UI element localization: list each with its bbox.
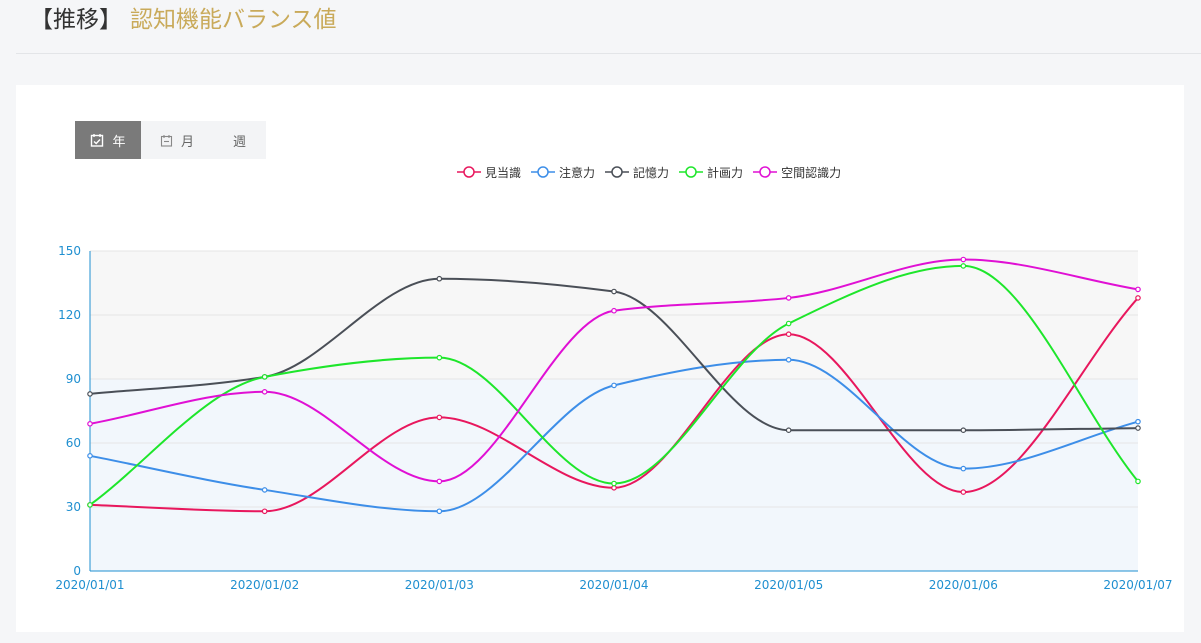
data-point-0-5 bbox=[960, 489, 967, 495]
legend-label: 空間認識力 bbox=[781, 165, 842, 180]
data-point-1-3 bbox=[611, 382, 617, 389]
x-tick-label: 2020/01/04 bbox=[579, 578, 648, 592]
data-point-0-1 bbox=[261, 508, 268, 515]
data-point-1-1 bbox=[261, 487, 268, 493]
x-tick-label: 2020/01/03 bbox=[405, 578, 474, 592]
data-point-4-5 bbox=[960, 256, 967, 263]
tab-month-label: 月 bbox=[180, 134, 194, 150]
data-point-2-5 bbox=[960, 427, 967, 434]
legend-label: 計画力 bbox=[707, 165, 744, 180]
legend-label: 見当識 bbox=[485, 165, 522, 180]
data-point-0-4 bbox=[785, 331, 792, 338]
x-tick-label: 2020/01/01 bbox=[55, 578, 124, 592]
legend-item-1[interactable]: 注意力 bbox=[531, 164, 595, 181]
grid-band bbox=[90, 507, 1138, 571]
y-tick-label: 30 bbox=[66, 500, 81, 514]
grid-band bbox=[90, 315, 1138, 379]
legend-label: 記憶力 bbox=[633, 165, 670, 180]
legend-item-2[interactable]: 記憶力 bbox=[605, 164, 669, 181]
legend-item-0[interactable]: 見当識 bbox=[457, 164, 521, 181]
data-point-2-6 bbox=[1135, 425, 1141, 431]
data-point-4-6 bbox=[1135, 286, 1141, 293]
data-point-4-1 bbox=[261, 388, 268, 395]
period-tabs: 年 月 週 bbox=[75, 121, 266, 159]
data-point-3-3 bbox=[611, 480, 617, 487]
tab-year-label: 年 bbox=[112, 134, 126, 150]
data-point-2-0 bbox=[87, 391, 93, 397]
data-point-3-1 bbox=[261, 374, 268, 380]
tab-year[interactable]: 年 bbox=[75, 121, 141, 159]
y-tick-label: 150 bbox=[58, 244, 81, 258]
legend-marker-icon bbox=[531, 166, 556, 178]
tab-month[interactable]: 月 bbox=[141, 121, 213, 159]
y-tick-label: 90 bbox=[66, 372, 81, 386]
tab-week-label: 週 bbox=[232, 134, 246, 150]
data-point-3-6 bbox=[1135, 478, 1141, 485]
data-point-4-0 bbox=[87, 420, 93, 427]
legend-label: 注意力 bbox=[559, 165, 596, 180]
x-tick-label: 2020/01/05 bbox=[754, 578, 823, 592]
data-point-4-2 bbox=[436, 478, 443, 485]
grid-band bbox=[90, 379, 1138, 443]
y-tick-label: 120 bbox=[58, 308, 81, 322]
data-point-3-4 bbox=[785, 320, 792, 327]
data-point-1-0 bbox=[87, 452, 93, 459]
data-point-4-3 bbox=[611, 307, 617, 314]
legend-marker-icon bbox=[457, 166, 481, 178]
data-point-1-5 bbox=[960, 465, 967, 472]
chart-legend: 見当識 注意力 記憶力 計画力 空間認識力 bbox=[457, 163, 851, 181]
legend-marker-icon bbox=[753, 166, 778, 178]
data-point-1-6 bbox=[1135, 418, 1141, 425]
legend-marker-icon bbox=[679, 166, 704, 178]
data-point-3-2 bbox=[436, 354, 443, 361]
data-point-2-3 bbox=[611, 288, 617, 295]
page-title: 【推移】 認知機能バランス値 bbox=[30, 4, 337, 36]
data-point-0-2 bbox=[436, 414, 443, 421]
x-tick-label: 2020/01/06 bbox=[929, 578, 998, 592]
calendar-icon bbox=[160, 134, 173, 147]
data-point-3-0 bbox=[87, 502, 93, 508]
x-tick-label: 2020/01/02 bbox=[230, 578, 299, 592]
grid-band bbox=[90, 443, 1138, 507]
data-point-2-2 bbox=[436, 275, 443, 282]
legend-marker-icon bbox=[605, 166, 630, 178]
page-header: 【推移】 認知機能バランス値 bbox=[16, 0, 1201, 54]
data-point-1-4 bbox=[785, 356, 792, 363]
calendar-check-icon bbox=[90, 133, 104, 147]
x-tick-label: 2020/01/07 bbox=[1103, 578, 1172, 592]
y-tick-label: 0 bbox=[73, 564, 81, 578]
data-point-2-4 bbox=[785, 427, 792, 434]
title-text: 認知機能バランス値 bbox=[130, 7, 337, 33]
title-bracket: 【推移】 bbox=[30, 7, 122, 33]
data-point-0-6 bbox=[1135, 295, 1141, 301]
data-point-3-5 bbox=[960, 263, 967, 269]
y-tick-label: 60 bbox=[66, 436, 81, 450]
legend-item-4[interactable]: 空間認識力 bbox=[753, 164, 841, 181]
data-point-1-2 bbox=[436, 508, 443, 515]
data-point-4-4 bbox=[785, 295, 792, 301]
legend-item-3[interactable]: 計画力 bbox=[679, 164, 743, 181]
tab-week[interactable]: 週 bbox=[213, 121, 266, 159]
